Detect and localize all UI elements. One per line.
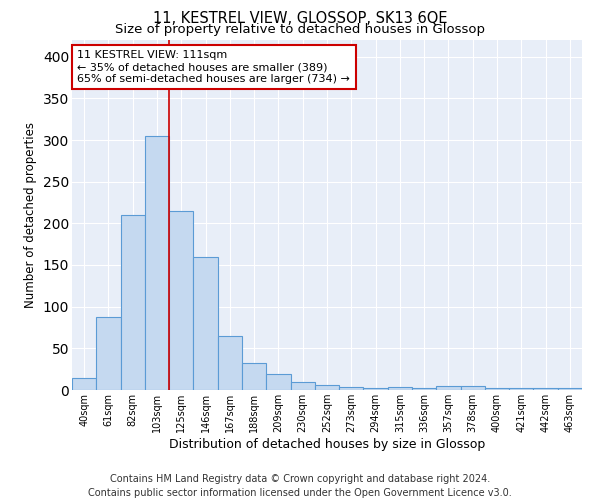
X-axis label: Distribution of detached houses by size in Glossop: Distribution of detached houses by size …: [169, 438, 485, 451]
Bar: [218, 336, 242, 390]
Bar: [339, 386, 364, 390]
Bar: [509, 388, 533, 390]
Bar: [193, 256, 218, 390]
Bar: [242, 364, 266, 390]
Bar: [388, 386, 412, 390]
Bar: [315, 385, 339, 390]
Bar: [436, 386, 461, 390]
Bar: [533, 388, 558, 390]
Y-axis label: Number of detached properties: Number of detached properties: [24, 122, 37, 308]
Text: 11 KESTREL VIEW: 111sqm
← 35% of detached houses are smaller (389)
65% of semi-d: 11 KESTREL VIEW: 111sqm ← 35% of detache…: [77, 50, 350, 84]
Text: Contains HM Land Registry data © Crown copyright and database right 2024.
Contai: Contains HM Land Registry data © Crown c…: [88, 474, 512, 498]
Bar: [485, 388, 509, 390]
Bar: [121, 215, 145, 390]
Text: 11, KESTREL VIEW, GLOSSOP, SK13 6QE: 11, KESTREL VIEW, GLOSSOP, SK13 6QE: [153, 11, 447, 26]
Bar: [364, 388, 388, 390]
Bar: [461, 386, 485, 390]
Bar: [290, 382, 315, 390]
Bar: [412, 388, 436, 390]
Bar: [266, 374, 290, 390]
Bar: [72, 378, 96, 390]
Bar: [558, 388, 582, 390]
Bar: [169, 211, 193, 390]
Bar: [145, 136, 169, 390]
Text: Size of property relative to detached houses in Glossop: Size of property relative to detached ho…: [115, 22, 485, 36]
Bar: [96, 316, 121, 390]
